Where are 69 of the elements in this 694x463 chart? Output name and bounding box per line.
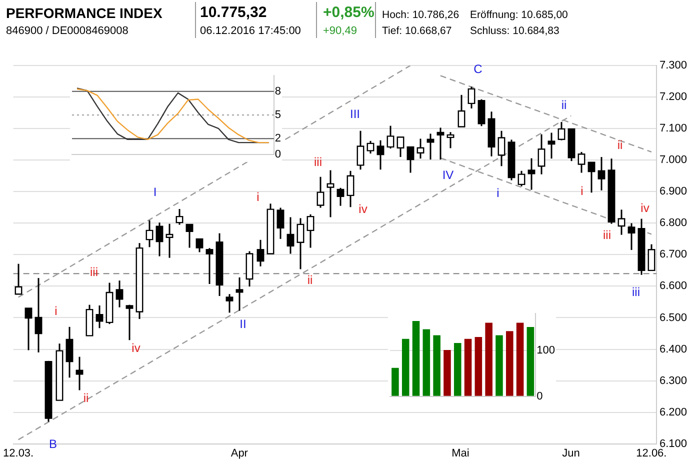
bar	[433, 335, 440, 396]
y-tick-label: 0	[536, 390, 543, 402]
chart-subtitle: 846900 / DE0008469008	[6, 25, 128, 37]
annotation: B	[48, 437, 58, 451]
y-tick-label: 7.000	[659, 154, 688, 166]
text: Hoch: 10.786,26	[382, 9, 460, 21]
y-tick-label: 6.500	[659, 312, 688, 324]
y-tick-label: 7.300	[659, 60, 688, 72]
annotation: ii	[617, 138, 623, 152]
annotation: iv	[640, 201, 650, 215]
annotation: i	[496, 186, 500, 200]
y-tick-label: 6.800	[659, 217, 688, 230]
bar	[444, 350, 451, 396]
y-tick-label: 6.700	[659, 248, 688, 261]
annotation: ii	[83, 391, 89, 405]
annotation: ii	[307, 273, 313, 287]
text: +90,49	[323, 25, 357, 37]
bar	[485, 322, 492, 396]
x-tick-label: 12.06.	[636, 447, 667, 460]
bar	[412, 320, 420, 396]
annotation: iii	[314, 155, 322, 169]
bar	[496, 335, 503, 396]
text: 06.12.2016 17:45:00	[200, 25, 301, 37]
x-tick-label: Apr	[230, 447, 248, 460]
annotation: iv	[358, 202, 368, 216]
x-tick-label: Jun	[562, 447, 580, 460]
x-tick-label: 12.03.	[3, 447, 34, 460]
bar	[464, 338, 472, 396]
bar	[402, 338, 410, 396]
annotation: C	[474, 62, 482, 76]
annotation: iii	[90, 265, 98, 279]
annotation: III	[350, 107, 360, 121]
text: 10.775,32	[200, 4, 267, 21]
annotation: iii	[603, 228, 611, 242]
annotation: iv	[132, 341, 140, 355]
bar	[454, 343, 462, 396]
bar	[392, 368, 399, 396]
bar	[526, 326, 534, 396]
y-tick-label: 6.200	[659, 406, 688, 418]
text: +0,85%	[323, 4, 374, 21]
text: Tief: 10.668,67	[382, 25, 452, 37]
y-tick-label: 6.100	[659, 438, 688, 450]
bar	[506, 331, 514, 396]
annotation: i	[256, 190, 260, 204]
annotation: ii	[561, 98, 567, 112]
text: Schluss: 10.684,83	[470, 25, 560, 37]
y-tick-label: 0	[274, 148, 282, 160]
y-tick-label: 6.900	[659, 186, 688, 198]
chart-title: PERFORMANCE INDEX	[6, 5, 162, 21]
annotation: II	[240, 317, 246, 331]
bar	[422, 329, 430, 396]
annotation: i	[580, 184, 584, 198]
y-tick-label: 6.400	[659, 343, 688, 356]
y-tick-label: 6.600	[659, 280, 688, 292]
y-tick-label: 2	[274, 132, 282, 145]
annotation: i	[54, 304, 58, 318]
annotation: iii	[632, 285, 640, 299]
text: Eröffnung: 10.685,00	[470, 9, 568, 21]
x-tick-label: Mai	[452, 447, 470, 460]
y-tick-label: 6.300	[659, 374, 688, 387]
y-tick-label: 7.200	[659, 91, 688, 104]
bar	[516, 322, 524, 396]
annotation: IV	[442, 168, 454, 182]
y-tick-label: 8	[274, 85, 282, 98]
bar	[474, 337, 482, 396]
annotation: I	[153, 185, 157, 199]
y-tick-label: 7.100	[659, 122, 688, 135]
y-tick-label: 100	[536, 344, 556, 356]
y-tick-label: 5	[274, 109, 282, 122]
